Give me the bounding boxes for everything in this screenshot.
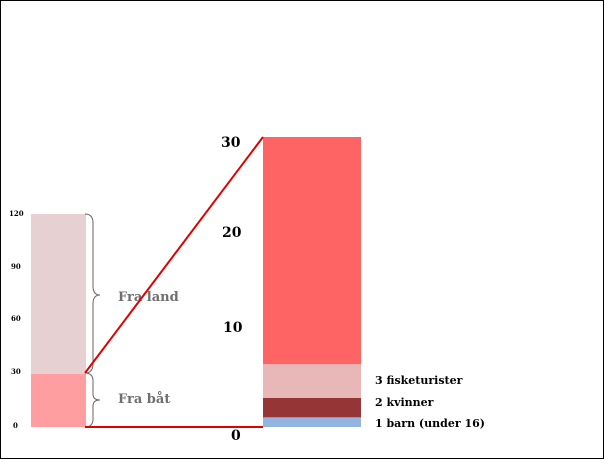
right-bar-segment-3 bbox=[263, 364, 361, 398]
left-tick-60: 60 bbox=[11, 314, 21, 323]
zoom-lines bbox=[84, 136, 264, 428]
left-bar-segment-1 bbox=[31, 373, 86, 427]
left-tick-0: 0 bbox=[13, 421, 18, 430]
brace-group: Fra land Fra båt bbox=[84, 213, 179, 428]
right-bar-segment-1 bbox=[263, 417, 361, 427]
left-bar-segment-2 bbox=[31, 214, 86, 374]
label-fra-land: Fra land bbox=[118, 290, 179, 305]
brace-fra-bat bbox=[84, 372, 101, 428]
right-bar-segment-2 bbox=[263, 398, 361, 418]
left-stacked-bar bbox=[31, 214, 86, 427]
right-stacked-bar bbox=[263, 137, 361, 427]
right-y-axis: 30 20 10 0 bbox=[221, 135, 243, 444]
right-tick-10: 10 bbox=[223, 320, 243, 336]
left-y-axis: 120 90 60 30 0 bbox=[9, 209, 24, 430]
label-kvinner: 2 kvinner bbox=[375, 396, 434, 409]
right-tick-0: 0 bbox=[231, 428, 241, 444]
label-barn: 1 barn (under 16) bbox=[375, 417, 485, 430]
segment-labels: 3 fisketurister 2 kvinner 1 barn (under … bbox=[375, 374, 485, 430]
left-tick-30: 30 bbox=[11, 367, 21, 376]
left-tick-90: 90 bbox=[11, 262, 21, 271]
zoom-line-top bbox=[84, 136, 264, 374]
label-fra-bat: Fra båt bbox=[118, 391, 170, 407]
label-fisketurister: 3 fisketurister bbox=[375, 374, 463, 387]
brace-fra-land bbox=[84, 213, 101, 374]
left-tick-120: 120 bbox=[9, 209, 24, 218]
right-bar-segment-4 bbox=[263, 137, 361, 365]
right-tick-30: 30 bbox=[221, 135, 241, 151]
right-tick-20: 20 bbox=[222, 225, 242, 241]
